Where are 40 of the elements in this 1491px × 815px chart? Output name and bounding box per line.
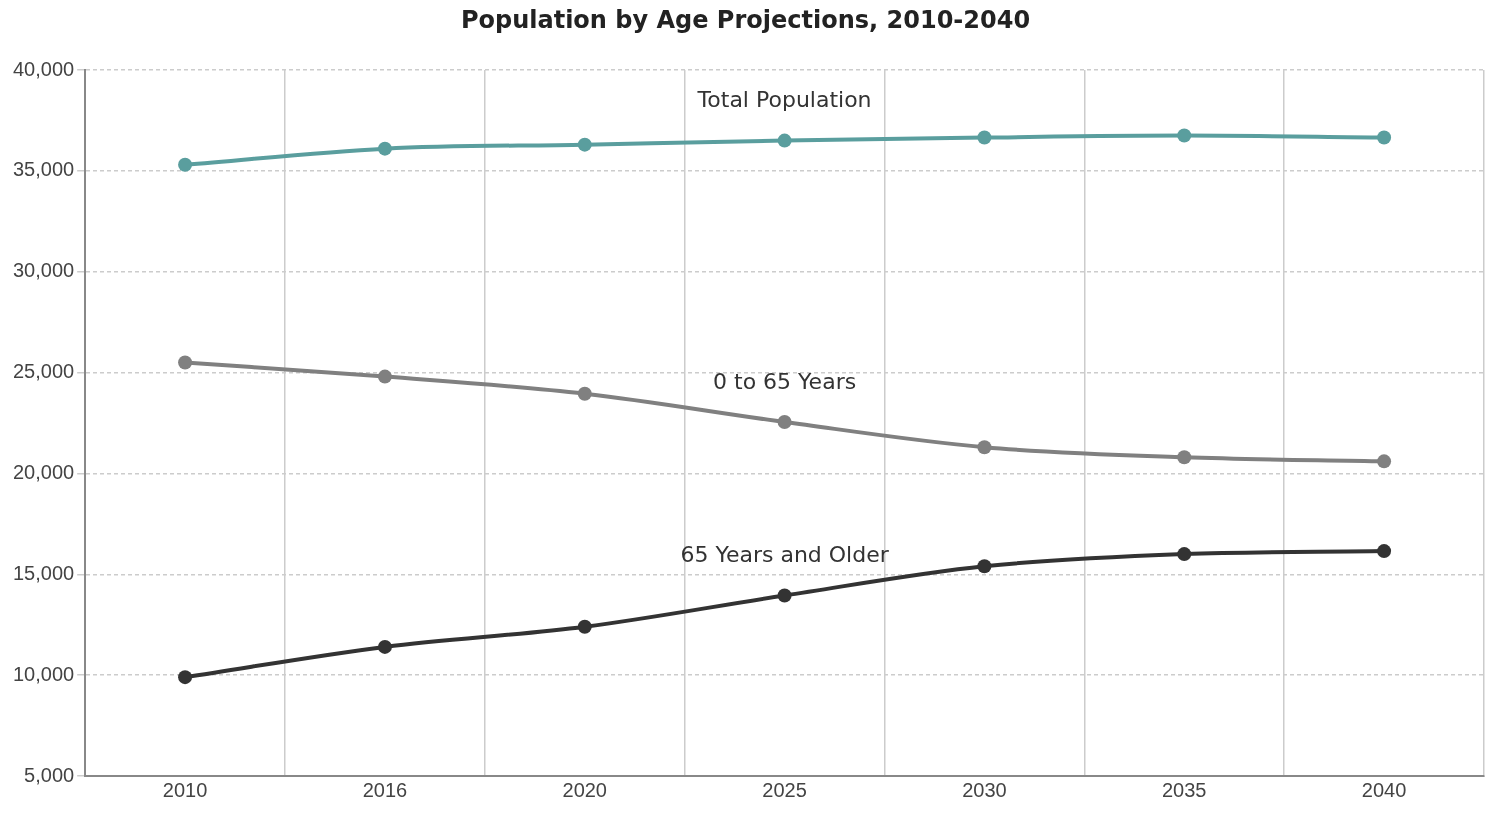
point	[577, 137, 592, 152]
x-tick-label: 2016	[362, 778, 408, 801]
x-tick-label: 2020	[562, 778, 607, 801]
point	[377, 369, 392, 384]
series-label: 0 to 65 Years	[713, 368, 857, 394]
y-tick-label: 5,000	[24, 763, 75, 786]
y-tick-label: 40,000	[13, 57, 75, 80]
point	[178, 670, 193, 685]
y-tick-label: 10,000	[13, 662, 75, 685]
point	[1177, 547, 1192, 562]
y-tick-label: 30,000	[13, 259, 75, 282]
point	[377, 639, 392, 654]
point	[777, 414, 792, 429]
point	[577, 619, 592, 634]
x-tick-label: 2010	[162, 778, 208, 801]
point	[1377, 544, 1392, 559]
x-tick-label: 2030	[962, 778, 1007, 801]
point	[377, 141, 392, 156]
point	[178, 355, 193, 370]
point	[1177, 128, 1192, 143]
x-tick-label: 2035	[1162, 778, 1207, 801]
y-tick-label: 15,000	[13, 561, 75, 584]
point	[777, 588, 792, 603]
point	[977, 440, 992, 455]
point	[1377, 130, 1392, 145]
point	[977, 130, 992, 145]
point	[1177, 450, 1192, 465]
point	[577, 386, 592, 401]
point	[777, 133, 792, 148]
series-label: Total Population	[696, 87, 872, 113]
point	[178, 157, 193, 172]
x-tick-label: 2025	[762, 778, 807, 801]
y-tick-label: 20,000	[13, 460, 75, 483]
y-tick-label: 35,000	[13, 158, 75, 181]
chart-title: Population by Age Projections, 2010-2040	[459, 6, 1032, 36]
x-tick-label: 2040	[1361, 778, 1407, 801]
point	[977, 559, 992, 574]
point	[1377, 454, 1392, 469]
y-tick-label: 25,000	[13, 360, 75, 383]
series-label: 65 Years and Older	[680, 542, 890, 568]
